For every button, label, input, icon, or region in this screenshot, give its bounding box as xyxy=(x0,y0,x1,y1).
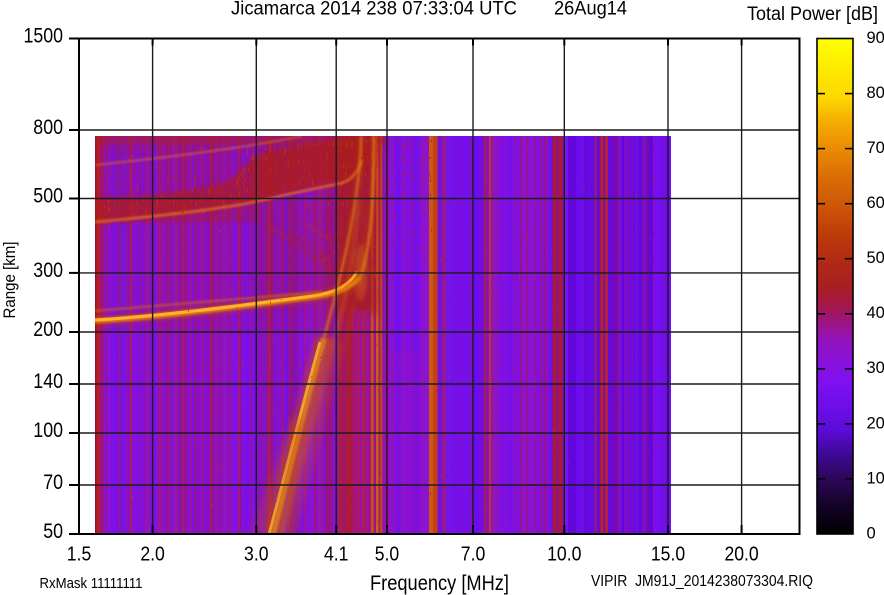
svg-text:7.0: 7.0 xyxy=(461,544,486,566)
svg-text:26Aug14: 26Aug14 xyxy=(554,0,627,20)
svg-text:500: 500 xyxy=(33,185,63,208)
svg-text:1.5: 1.5 xyxy=(67,544,92,566)
svg-text:5.0: 5.0 xyxy=(375,544,400,566)
svg-text:10: 10 xyxy=(867,469,884,487)
svg-text:3.0: 3.0 xyxy=(244,544,269,566)
svg-text:80: 80 xyxy=(867,84,884,102)
svg-text:2.0: 2.0 xyxy=(140,544,165,566)
svg-text:30: 30 xyxy=(867,359,884,377)
svg-text:20: 20 xyxy=(867,414,884,432)
svg-text:40: 40 xyxy=(867,304,884,322)
svg-text:20.0: 20.0 xyxy=(724,544,758,566)
svg-text:1500: 1500 xyxy=(24,25,64,48)
svg-text:70: 70 xyxy=(867,139,884,157)
svg-text:Frequency [MHz]: Frequency [MHz] xyxy=(370,571,509,595)
svg-text:100: 100 xyxy=(33,419,63,442)
svg-text:RxMask 11111111: RxMask 11111111 xyxy=(40,576,143,592)
svg-text:90: 90 xyxy=(867,29,884,47)
svg-text:Total Power [dB]: Total Power [dB] xyxy=(747,4,878,25)
svg-text:4.1: 4.1 xyxy=(324,544,349,566)
svg-text:VIPIR JM91J_2014238073304.RIQ: VIPIR JM91J_2014238073304.RIQ xyxy=(591,573,813,590)
svg-text:70: 70 xyxy=(43,471,63,494)
svg-text:200: 200 xyxy=(33,318,63,341)
svg-text:15.0: 15.0 xyxy=(651,544,685,566)
svg-text:60: 60 xyxy=(867,194,884,212)
svg-text:800: 800 xyxy=(33,116,63,139)
svg-text:50: 50 xyxy=(867,249,884,267)
svg-text:300: 300 xyxy=(33,259,63,282)
svg-text:0: 0 xyxy=(867,524,876,542)
svg-text:Range [km]: Range [km] xyxy=(1,242,19,319)
svg-text:Jicamarca 2014 238 07:33:04 UT: Jicamarca 2014 238 07:33:04 UTC xyxy=(231,0,517,20)
svg-text:140: 140 xyxy=(33,370,63,393)
svg-text:50: 50 xyxy=(43,520,63,543)
svg-text:10.0: 10.0 xyxy=(547,544,581,566)
